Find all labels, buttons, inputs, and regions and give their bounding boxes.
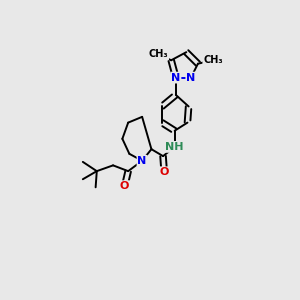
Text: NH: NH <box>165 142 184 152</box>
Text: O: O <box>160 167 169 177</box>
Text: O: O <box>120 181 129 191</box>
Text: CH₃: CH₃ <box>203 55 223 65</box>
Text: N: N <box>171 73 181 82</box>
Text: N: N <box>137 156 147 166</box>
Text: CH₃: CH₃ <box>148 50 168 59</box>
Text: N: N <box>186 73 196 82</box>
